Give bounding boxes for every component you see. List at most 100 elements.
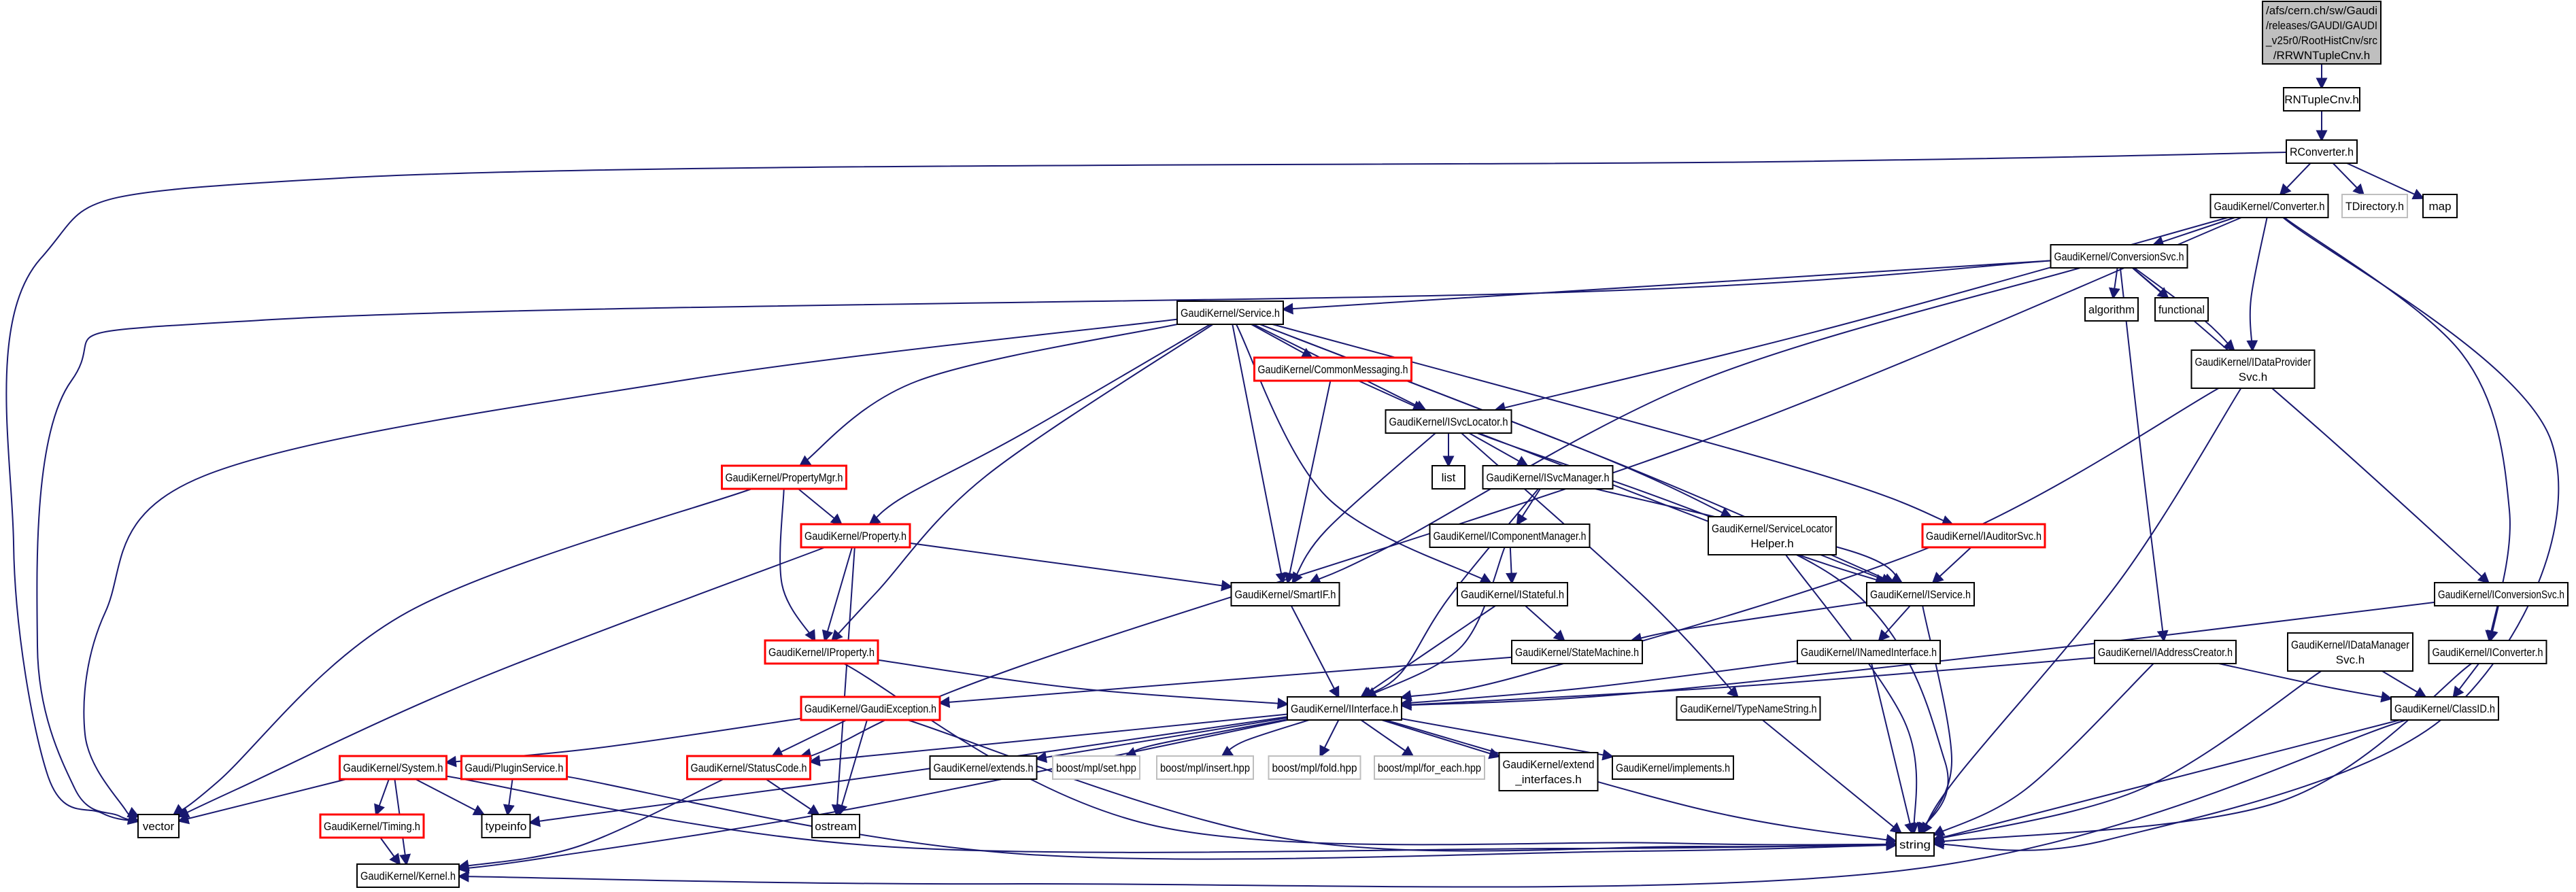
node-box-iaddresscreator[interactable] <box>2094 640 2237 664</box>
node-box-iauditorsvc[interactable] <box>1921 523 2046 549</box>
node-iconversionsvc[interactable]: GaudiKernel/IConversionSvc.h <box>2434 582 2569 606</box>
node-implements[interactable]: GaudiKernel/implements.h <box>1612 755 1734 780</box>
node-converter[interactable]: GaudiKernel/Converter.h <box>2209 194 2329 218</box>
edge-rconverter-to-tdirectory <box>2332 162 2365 196</box>
node-box-rntuplecnv[interactable] <box>2283 87 2360 112</box>
node-isvcmanager[interactable]: GaudiKernel/ISvcManager.h <box>1482 465 1614 490</box>
node-iinterface[interactable]: GaudiKernel/IInterface.h <box>1287 696 1402 721</box>
node-timing[interactable]: GaudiKernel/Timing.h <box>319 813 425 839</box>
edge-service-to-iauditorsvc <box>1272 324 1954 526</box>
node-box-converter[interactable] <box>2209 194 2329 218</box>
node-box-timing[interactable] <box>319 813 425 839</box>
node-box-gaudiexception[interactable] <box>800 696 941 721</box>
node-iservice[interactable]: GaudiKernel/IService.h <box>1866 582 1975 606</box>
node-icomponentmanager[interactable]: GaudiKernel/IComponentManager.h <box>1429 524 1591 548</box>
node-classid[interactable]: GaudiKernel/ClassID.h <box>2390 696 2499 721</box>
edge-iinterface-to-statuscode <box>808 713 1288 767</box>
node-box-system[interactable] <box>339 755 447 780</box>
node-label-list: list <box>1442 471 1456 484</box>
node-label-servicelocatorhelper: GaudiKernel/ServiceLocator Helper.h <box>1712 522 1833 550</box>
node-box-iinterface[interactable] <box>1287 696 1402 721</box>
node-string: string <box>1895 832 1935 857</box>
node-isvclocator[interactable]: GaudiKernel/ISvcLocator.h <box>1385 409 1512 434</box>
node-box-servicelocatorhelper[interactable] <box>1708 516 1837 555</box>
node-box-statemachine[interactable] <box>1511 640 1643 664</box>
node-box-commonmessaging[interactable] <box>1253 356 1412 382</box>
node-box-extends[interactable] <box>929 755 1038 780</box>
node-iauditorsvc[interactable]: GaudiKernel/IAuditorSvc.h <box>1921 523 2046 549</box>
node-statuscode[interactable]: GaudiKernel/StatusCode.h <box>686 755 811 780</box>
edge-iaddresscreator-to-iinterface <box>1400 657 2095 710</box>
node-iconverter[interactable]: GaudiKernel/IConverter.h <box>2428 640 2547 664</box>
node-system[interactable]: GaudiKernel/System.h <box>339 755 447 780</box>
node-statemachine[interactable]: GaudiKernel/StateMachine.h <box>1511 640 1643 664</box>
edge-statuscode-to-ostream <box>765 778 820 816</box>
node-box-rconverter[interactable] <box>2286 139 2358 164</box>
node-box-istateful[interactable] <box>1457 582 1568 606</box>
node-box-inamedinterface[interactable] <box>1797 640 1941 664</box>
node-iproperty[interactable]: GaudiKernel/IProperty.h <box>764 639 879 665</box>
edge-iservice-to-statemachine <box>1630 601 1867 645</box>
node-box-classid[interactable] <box>2390 696 2499 721</box>
node-pluginservice[interactable]: Gaudi/PluginService.h <box>460 755 568 780</box>
node-box-icomponentmanager[interactable] <box>1429 524 1591 548</box>
node-label-isvclocator: GaudiKernel/ISvcLocator.h <box>1389 415 1508 428</box>
node-box-propertymgr[interactable] <box>721 464 847 490</box>
node-iaddresscreator[interactable]: GaudiKernel/IAddressCreator.h <box>2094 640 2237 664</box>
node-extendinterfaces[interactable]: GaudiKernel/extend _interfaces.h <box>1498 752 1599 791</box>
node-box-kernel[interactable] <box>356 863 460 888</box>
node-gaudiexception[interactable]: GaudiKernel/GaudiException.h <box>800 696 941 721</box>
node-label-timing: GaudiKernel/Timing.h <box>324 820 420 833</box>
node-service[interactable]: GaudiKernel/Service.h <box>1176 301 1284 325</box>
node-ostream: ostream <box>811 814 860 838</box>
node-box-service[interactable] <box>1176 301 1284 325</box>
node-box-isvcmanager[interactable] <box>1482 465 1614 490</box>
node-box-conversionsvc[interactable] <box>2050 244 2188 269</box>
node-box-iconverter[interactable] <box>2428 640 2547 664</box>
node-idatamanagersvc[interactable]: GaudiKernel/IDataManager Svc.h <box>2287 632 2413 672</box>
node-box-isvclocator[interactable] <box>1385 409 1512 434</box>
edge-converter-to-idataprovidersvc <box>2246 217 2268 352</box>
node-smartif[interactable]: GaudiKernel/SmartIF.h <box>1230 582 1340 606</box>
edge-iservice-to-inamedinterface <box>1878 605 1911 642</box>
node-box-iconversionsvc[interactable] <box>2434 582 2569 606</box>
edge-conversionsvc-to-smartif <box>1308 267 2081 584</box>
node-label-statemachine: GaudiKernel/StateMachine.h <box>1515 646 1639 659</box>
node-rntuplecnv[interactable]: RNTupleCnv.h <box>2283 87 2360 112</box>
edge-converter-to-conversionsvc <box>2152 217 2235 247</box>
node-rconverter[interactable]: RConverter.h <box>2286 139 2358 164</box>
node-extends[interactable]: GaudiKernel/extends.h <box>929 755 1038 780</box>
node-label-typeinfo: typeinfo <box>486 820 527 833</box>
node-label-converter: GaudiKernel/Converter.h <box>2214 200 2325 213</box>
edge-system-to-timing <box>374 778 390 817</box>
node-box-idataprovidersvc[interactable] <box>2190 349 2316 389</box>
node-label-extends: GaudiKernel/extends.h <box>934 761 1034 774</box>
node-idataprovidersvc[interactable]: GaudiKernel/IDataProvider Svc.h <box>2190 349 2316 389</box>
node-box-property[interactable] <box>800 523 911 549</box>
edge-iproperty-to-string <box>843 663 1898 851</box>
node-box-vector <box>137 814 180 838</box>
node-istateful[interactable]: GaudiKernel/IStateful.h <box>1457 582 1568 606</box>
node-kernel[interactable]: GaudiKernel/Kernel.h <box>356 863 460 888</box>
node-servicelocatorhelper[interactable]: GaudiKernel/ServiceLocator Helper.h <box>1708 516 1837 555</box>
node-propertymgr[interactable]: GaudiKernel/PropertyMgr.h <box>721 464 847 490</box>
node-box-typenamestring[interactable] <box>1676 696 1821 721</box>
node-typenamestring[interactable]: GaudiKernel/TypeNameString.h <box>1676 696 1821 721</box>
node-box-iproperty[interactable] <box>764 639 879 665</box>
edge-iconverter-to-classid <box>2452 663 2479 699</box>
node-inamedinterface[interactable]: GaudiKernel/INamedInterface.h <box>1797 640 1941 664</box>
node-box-smartif[interactable] <box>1230 582 1340 606</box>
node-commonmessaging[interactable]: GaudiKernel/CommonMessaging.h <box>1253 356 1412 382</box>
node-conversionsvc[interactable]: GaudiKernel/ConversionSvc.h <box>2050 244 2188 269</box>
node-box-iservice[interactable] <box>1866 582 1975 606</box>
node-property[interactable]: GaudiKernel/Property.h <box>800 523 911 549</box>
node-label-system: GaudiKernel/System.h <box>343 761 443 774</box>
node-box-extendinterfaces[interactable] <box>1498 752 1599 791</box>
node-box-implements[interactable] <box>1612 755 1734 780</box>
edge-system-to-string <box>446 775 1898 853</box>
node-box-idatamanagersvc[interactable] <box>2287 632 2413 672</box>
node-box-statuscode[interactable] <box>686 755 811 780</box>
node-box-pluginservice[interactable] <box>460 755 568 780</box>
node-label-rconverter: RConverter.h <box>2290 145 2354 158</box>
